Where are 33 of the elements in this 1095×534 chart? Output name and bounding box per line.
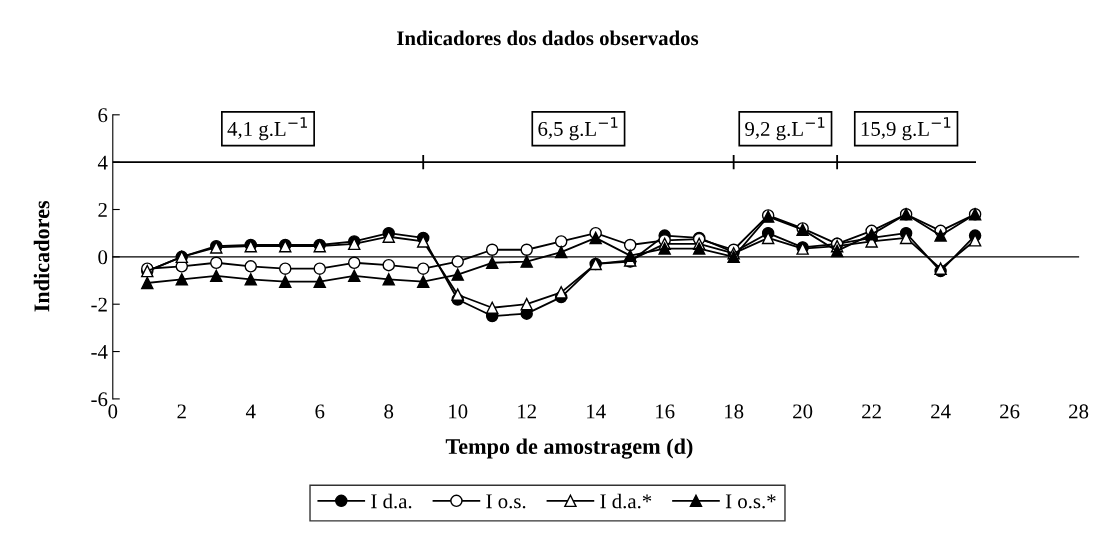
x-tick-label: 14 [587, 404, 606, 419]
x-tick-label: 26 [1000, 404, 1020, 419]
y-axis-title: Indicadores [33, 200, 50, 312]
x-tick-label: 22 [862, 404, 881, 419]
x-tick-label: 0 [108, 404, 118, 419]
y-tick-label: -2 [91, 297, 107, 312]
x-axis-title: Tempo de amostragem (d) [445, 438, 693, 459]
x-tick-label: 6 [315, 404, 325, 419]
x-tick-label: 20 [793, 404, 813, 419]
y-tick-label: 2 [98, 202, 107, 217]
x-tick-label: 10 [449, 404, 468, 419]
y-tick-label: 0 [98, 250, 108, 265]
annotation: 6,5 g.L$^{−1}$ [538, 117, 618, 141]
legend-label: I d.a. [371, 493, 412, 509]
y-tick-label: 4 [97, 155, 108, 170]
annotation: 9,2 g.L$^{−1}$ [745, 117, 825, 141]
x-tick-label: 8 [384, 404, 394, 419]
x-tick-label: 2 [177, 404, 186, 419]
x-tick-label: 4 [245, 404, 256, 419]
x-tick-label: 18 [725, 404, 744, 419]
legend-label: I o.s. [486, 494, 526, 509]
legend-label: I d.a.* [600, 493, 652, 509]
annotation: 15,9 g.L$^{−1}$ [861, 117, 951, 141]
x-tick-label: 12 [518, 404, 536, 419]
x-tick-label: 16 [656, 404, 675, 419]
y-tick-label: 6 [98, 108, 108, 123]
y-tick-label: -4 [91, 345, 108, 359]
y-tick-label: -6 [91, 392, 108, 407]
chart-title: Indicadores dos dados observados [397, 30, 699, 46]
legend-label: I o.s.* [725, 494, 776, 509]
x-tick-label: 28 [1069, 404, 1089, 419]
x-tick-label: 24 [931, 404, 951, 419]
annotation: 4,1 g.L$^{−1}$ [227, 117, 308, 141]
